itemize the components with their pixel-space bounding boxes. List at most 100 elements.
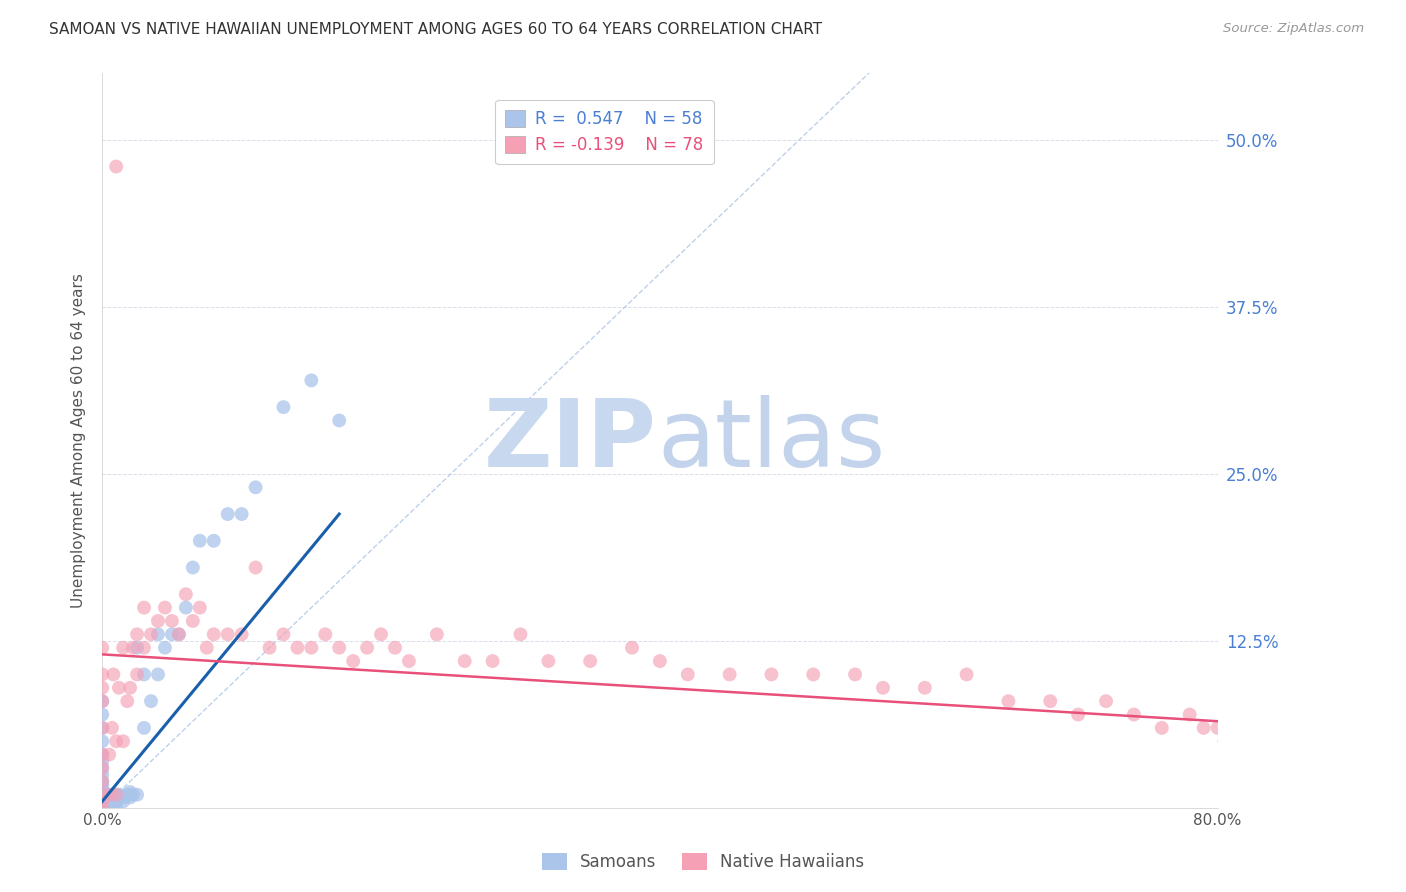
Point — [91, 801, 114, 815]
Point — [91, 777, 114, 791]
Point — [91, 681, 114, 695]
Point — [872, 681, 894, 695]
Point — [139, 694, 162, 708]
Point — [91, 734, 114, 748]
Point — [153, 600, 176, 615]
Point — [91, 794, 114, 808]
Point — [91, 747, 114, 762]
Text: ZIP: ZIP — [484, 394, 657, 486]
Point — [103, 788, 125, 802]
Point — [125, 788, 148, 802]
Point — [676, 667, 699, 681]
Point — [231, 507, 253, 521]
Point — [117, 694, 139, 708]
Point — [801, 667, 824, 681]
Point — [997, 694, 1019, 708]
Point — [153, 640, 176, 655]
Point — [1192, 721, 1215, 735]
Point — [125, 667, 148, 681]
Point — [370, 627, 392, 641]
Point — [91, 774, 114, 789]
Point — [91, 785, 114, 799]
Point — [342, 654, 364, 668]
Point — [160, 614, 183, 628]
Point — [91, 788, 114, 802]
Point — [125, 627, 148, 641]
Point — [91, 667, 114, 681]
Point — [761, 667, 783, 681]
Text: SAMOAN VS NATIVE HAWAIIAN UNEMPLOYMENT AMONG AGES 60 TO 64 YEARS CORRELATION CHA: SAMOAN VS NATIVE HAWAIIAN UNEMPLOYMENT A… — [49, 22, 823, 37]
Point — [1178, 707, 1201, 722]
Point — [202, 627, 225, 641]
Point — [181, 560, 204, 574]
Point — [648, 654, 671, 668]
Point — [245, 480, 267, 494]
Point — [202, 533, 225, 548]
Point — [98, 788, 121, 802]
Point — [328, 640, 350, 655]
Point — [91, 801, 114, 815]
Point — [98, 794, 121, 808]
Point — [105, 160, 128, 174]
Point — [91, 721, 114, 735]
Point — [621, 640, 644, 655]
Point — [91, 707, 114, 722]
Point — [105, 801, 128, 815]
Point — [112, 790, 135, 805]
Point — [231, 627, 253, 641]
Point — [299, 640, 322, 655]
Point — [454, 654, 477, 668]
Point — [91, 761, 114, 775]
Point — [98, 747, 121, 762]
Point — [273, 400, 295, 414]
Point — [91, 640, 114, 655]
Point — [91, 721, 114, 735]
Point — [122, 640, 145, 655]
Point — [91, 747, 114, 762]
Point — [160, 627, 183, 641]
Point — [91, 794, 114, 808]
Point — [579, 654, 602, 668]
Point — [91, 774, 114, 789]
Point — [98, 788, 121, 802]
Point — [188, 533, 211, 548]
Point — [1206, 721, 1229, 735]
Point — [914, 681, 936, 695]
Point — [146, 627, 169, 641]
Point — [167, 627, 190, 641]
Point — [181, 614, 204, 628]
Point — [132, 721, 155, 735]
Point — [91, 767, 114, 781]
Point — [146, 667, 169, 681]
Point — [1150, 721, 1173, 735]
Point — [108, 681, 131, 695]
Point — [844, 667, 866, 681]
Point — [167, 627, 190, 641]
Point — [1213, 734, 1236, 748]
Point — [139, 627, 162, 641]
Point — [105, 788, 128, 802]
Point — [105, 794, 128, 808]
Point — [174, 587, 197, 601]
Point — [537, 654, 560, 668]
Y-axis label: Unemployment Among Ages 60 to 64 years: Unemployment Among Ages 60 to 64 years — [72, 273, 86, 608]
Point — [132, 600, 155, 615]
Point — [146, 614, 169, 628]
Point — [101, 721, 124, 735]
Point — [955, 667, 977, 681]
Point — [125, 640, 148, 655]
Point — [91, 801, 114, 815]
Point — [273, 627, 295, 641]
Legend: Samoans, Native Hawaiians: Samoans, Native Hawaiians — [534, 845, 872, 880]
Point — [217, 627, 239, 641]
Point — [120, 681, 142, 695]
Point — [188, 600, 211, 615]
Legend: R =  0.547    N = 58, R = -0.139    N = 78: R = 0.547 N = 58, R = -0.139 N = 78 — [495, 100, 714, 164]
Point — [108, 790, 131, 805]
Point — [1067, 707, 1090, 722]
Point — [91, 801, 114, 815]
Point — [259, 640, 281, 655]
Point — [91, 754, 114, 768]
Point — [328, 413, 350, 427]
Point — [1095, 694, 1118, 708]
